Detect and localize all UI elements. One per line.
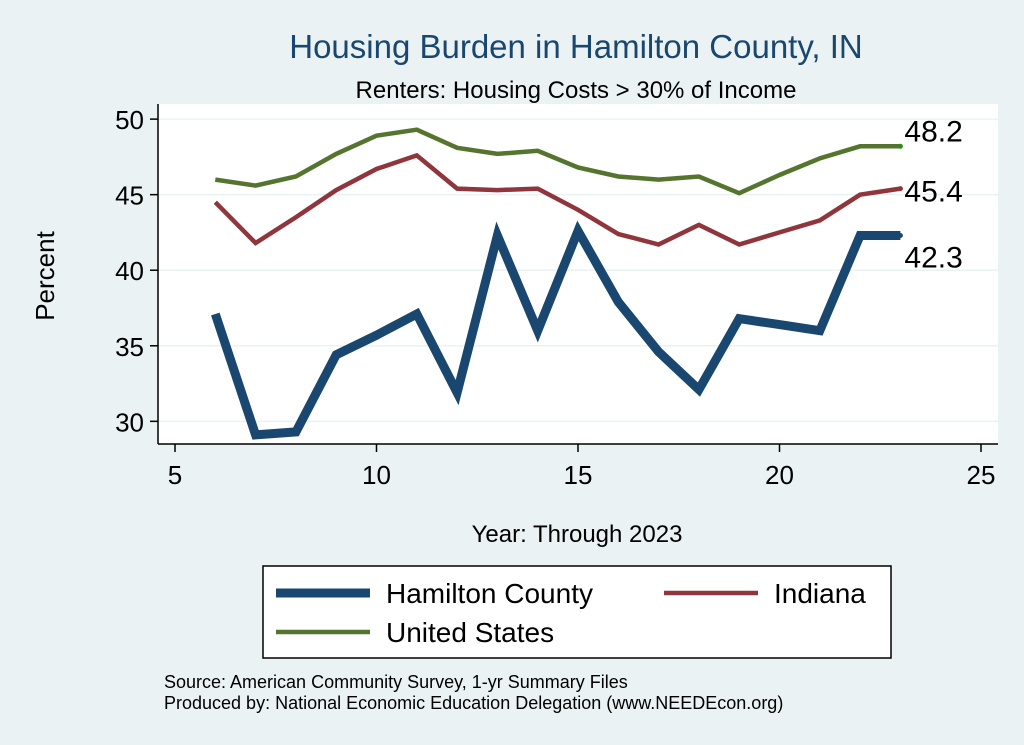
y-tick-label: 30 — [115, 407, 144, 437]
end-point-united-states — [897, 143, 903, 149]
series-lines — [211, 127, 903, 440]
series-line-united-states — [214, 127, 901, 196]
end-label-indiana: 45.4 — [904, 176, 962, 209]
end-labels: 42.3 45.4 48.2 — [904, 115, 962, 274]
legend: Hamilton County Indiana United States — [262, 565, 892, 659]
y-axis-label: Percent — [30, 230, 60, 320]
x-tick-label: 20 — [765, 460, 794, 490]
legend-label-indiana: Indiana — [774, 578, 866, 609]
x-tick-label: 5 — [168, 460, 182, 490]
plot-area — [158, 104, 998, 444]
x-axis-label: Year: Through 2023 — [472, 521, 683, 548]
chart-title: Housing Burden in Hamilton County, IN — [289, 28, 863, 65]
end-label-hamilton-county: 42.3 — [904, 241, 962, 274]
producer-note: Produced by: National Economic Education… — [164, 693, 783, 713]
legend-label-united-states: United States — [386, 617, 554, 648]
axes: 30 35 40 45 50 5 10 15 20 25 — [115, 104, 998, 490]
source-note: Source: American Community Survey, 1-yr … — [164, 672, 628, 692]
end-point-indiana — [897, 186, 903, 192]
end-label-united-states: 48.2 — [904, 115, 962, 148]
x-tick-label: 10 — [362, 460, 391, 490]
y-tick-label: 50 — [115, 105, 144, 135]
x-tick-label: 25 — [967, 460, 996, 490]
legend-label-hamilton-county: Hamilton County — [386, 578, 593, 609]
y-tick-label: 40 — [115, 256, 144, 286]
series-line-indiana — [213, 152, 901, 247]
x-tick-label: 15 — [564, 460, 593, 490]
end-point-hamilton-county — [897, 232, 903, 238]
legend-box — [262, 565, 892, 659]
chart-subtitle: Renters: Housing Costs > 30% of Income — [356, 77, 797, 104]
y-tick-label: 45 — [115, 181, 144, 211]
y-tick-label: 35 — [115, 332, 144, 362]
series-line-hamilton-county — [211, 220, 901, 440]
